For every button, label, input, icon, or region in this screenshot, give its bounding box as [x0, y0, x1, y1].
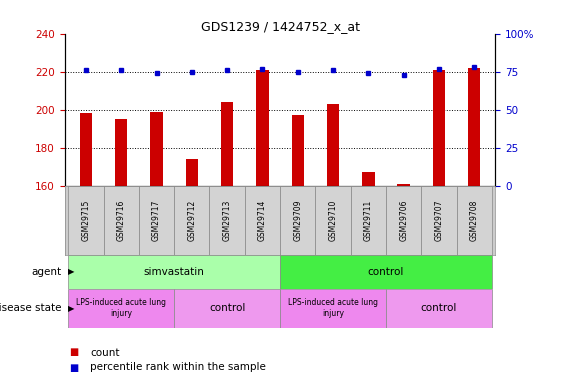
Text: GSM29713: GSM29713 [222, 200, 231, 241]
Bar [468, 68, 480, 186]
Text: LPS-induced acute lung
injury: LPS-induced acute lung injury [288, 298, 378, 318]
Text: GSM29714: GSM29714 [258, 200, 267, 241]
Text: ▶: ▶ [68, 267, 74, 276]
Bar [397, 184, 410, 186]
Text: ■: ■ [70, 348, 83, 357]
Text: GSM29707: GSM29707 [435, 200, 444, 241]
Text: disease state: disease state [0, 303, 62, 313]
Bar [315, 186, 351, 255]
Bar [174, 289, 280, 328]
Text: agent: agent [32, 267, 62, 277]
Bar [327, 104, 339, 186]
Text: simvastatin: simvastatin [144, 267, 204, 277]
Bar [150, 112, 163, 186]
Bar [433, 70, 445, 186]
Bar [80, 114, 92, 186]
Bar [351, 186, 386, 255]
Text: control: control [421, 303, 457, 313]
Bar [68, 186, 104, 255]
Bar [174, 186, 209, 255]
Text: GSM29711: GSM29711 [364, 200, 373, 241]
Text: GSM29706: GSM29706 [399, 200, 408, 241]
Text: GSM29708: GSM29708 [470, 200, 479, 241]
Text: control: control [368, 267, 404, 277]
Bar [104, 186, 139, 255]
Bar [186, 159, 198, 186]
Title: GDS1239 / 1424752_x_at: GDS1239 / 1424752_x_at [200, 20, 360, 33]
Bar [221, 102, 233, 186]
Bar [209, 186, 245, 255]
Bar [421, 186, 457, 255]
Bar [292, 116, 304, 186]
Bar [280, 186, 315, 255]
Text: control: control [209, 303, 245, 313]
Bar [386, 289, 492, 328]
Text: LPS-induced acute lung
injury: LPS-induced acute lung injury [76, 298, 166, 318]
Text: GSM29716: GSM29716 [117, 200, 126, 241]
Bar [245, 186, 280, 255]
Bar [68, 289, 174, 328]
Text: GSM29710: GSM29710 [329, 200, 338, 241]
Text: ■: ■ [70, 363, 83, 372]
Text: GSM29715: GSM29715 [82, 200, 91, 241]
Bar [362, 172, 374, 186]
Bar [280, 289, 386, 328]
Bar [457, 186, 492, 255]
Bar [139, 186, 174, 255]
Bar [256, 70, 269, 186]
Text: GSM29712: GSM29712 [187, 200, 196, 241]
Text: GSM29709: GSM29709 [293, 200, 302, 241]
Bar [386, 186, 421, 255]
Text: GSM29717: GSM29717 [152, 200, 161, 241]
Bar [115, 119, 127, 186]
Text: percentile rank within the sample: percentile rank within the sample [90, 363, 266, 372]
Bar [280, 255, 492, 289]
Text: ▶: ▶ [68, 304, 74, 313]
Text: count: count [90, 348, 119, 357]
Bar [68, 255, 280, 289]
